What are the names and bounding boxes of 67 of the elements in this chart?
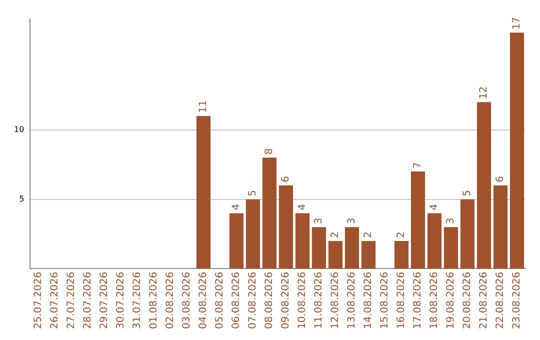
data-label: 6 <box>280 176 292 182</box>
data-label: 17 <box>512 16 523 30</box>
bar <box>328 240 343 269</box>
x-tick-label: 13.08.2026 <box>346 272 358 330</box>
x-tick-label: 10.08.2026 <box>297 272 308 330</box>
x-tick-label: 29.07.2026 <box>99 272 110 330</box>
x-tick-label: 31.07.2026 <box>132 272 144 330</box>
data-label: 2 <box>396 232 408 238</box>
bar <box>394 240 409 269</box>
x-tick-label: 14.08.2026 <box>363 272 374 330</box>
data-label: 3 <box>314 218 325 224</box>
x-tick-label: 23.08.2026 <box>512 272 523 330</box>
bar <box>278 185 294 269</box>
x-tick-label: 16.08.2026 <box>396 272 408 330</box>
data-label: 5 <box>248 190 259 196</box>
x-tick-label: 09.08.2026 <box>280 272 292 330</box>
x-tick-label: 06.08.2026 <box>231 272 242 330</box>
x-tick-label: 27.07.2026 <box>66 272 78 330</box>
bar <box>295 213 310 269</box>
x-tick-label: 04.08.2026 <box>198 272 210 330</box>
data-label: 2 <box>363 232 374 238</box>
data-label: 5 <box>462 190 474 196</box>
y-tick-label: 10 <box>14 124 24 134</box>
x-tick-label: 03.08.2026 <box>182 272 193 330</box>
x-tick-label: 01.08.2026 <box>148 272 160 330</box>
data-label: 2 <box>330 232 342 238</box>
x-tick-label: 08.08.2026 <box>264 272 276 330</box>
bar <box>361 240 376 269</box>
data-label: 6 <box>495 176 506 182</box>
data-label: 8 <box>264 148 276 155</box>
x-tick-label: 12.08.2026 <box>330 272 342 330</box>
data-label: 7 <box>412 162 424 169</box>
bar <box>229 213 244 269</box>
bar <box>493 185 508 269</box>
x-tick-label: 11.08.2026 <box>314 272 325 330</box>
bar <box>312 227 326 269</box>
x-tick-label: 19.08.2026 <box>446 272 457 330</box>
data-label: 4 <box>297 204 308 210</box>
bar <box>476 102 492 269</box>
bar <box>427 213 442 269</box>
data-label: 4 <box>231 204 242 210</box>
x-tick-label: 17.08.2026 <box>412 272 424 330</box>
bar <box>510 32 524 269</box>
x-tick-label: 22.08.2026 <box>495 272 506 330</box>
data-label: 12 <box>478 86 490 100</box>
x-tick-label: 07.08.2026 <box>248 272 259 330</box>
bar <box>246 199 260 269</box>
x-tick-label: 26.07.2026 <box>50 272 61 330</box>
data-label: 4 <box>429 204 440 210</box>
x-tick-label: 18.08.2026 <box>429 272 440 330</box>
x-tick-label: 20.08.2026 <box>462 272 474 330</box>
bar <box>262 158 277 269</box>
data-label: 3 <box>446 218 457 224</box>
x-tick-label: 21.08.2026 <box>478 272 490 330</box>
bar <box>196 116 211 269</box>
x-tick-label: 02.08.2026 <box>165 272 176 330</box>
x-tick-label: 25.07.2026 <box>33 272 44 330</box>
x-tick-label: 15.08.2026 <box>380 272 391 330</box>
data-label: 3 <box>346 218 358 224</box>
data-label: 11 <box>198 100 210 113</box>
x-tick-label: 30.07.2026 <box>116 272 127 330</box>
bar <box>344 227 360 269</box>
x-tick-label: 05.08.2026 <box>214 272 226 330</box>
bar <box>444 227 458 269</box>
bar <box>410 172 426 269</box>
x-tick-label: 28.07.2026 <box>82 272 94 330</box>
bar <box>460 199 475 269</box>
